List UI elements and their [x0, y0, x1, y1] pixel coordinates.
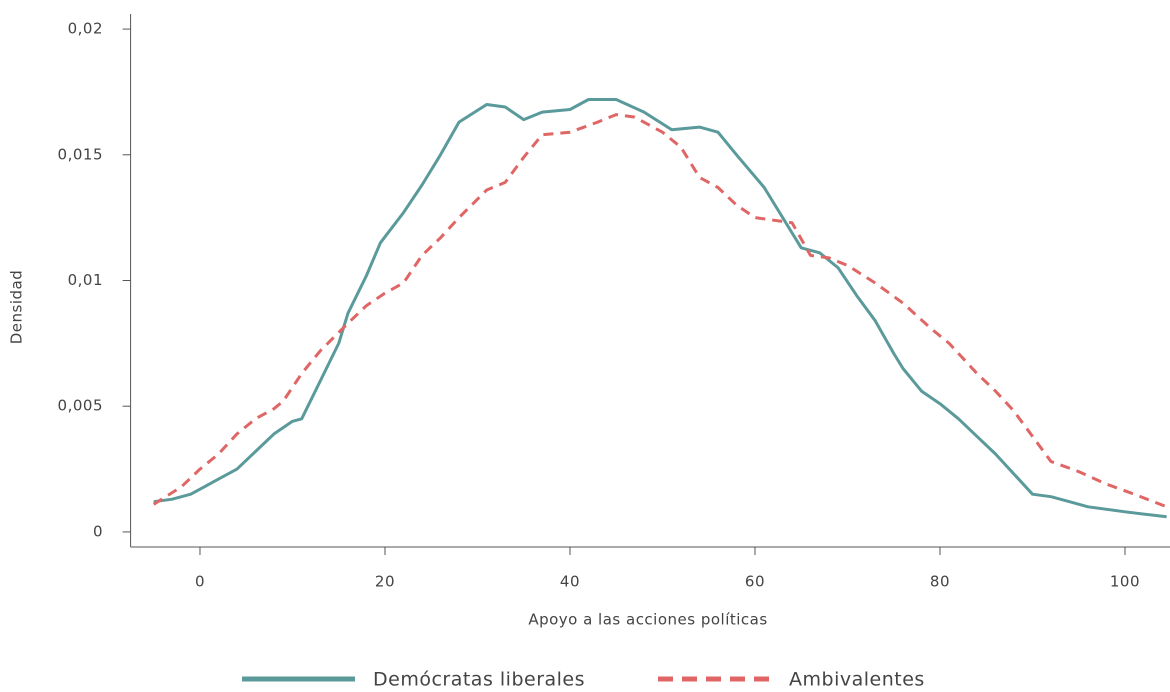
y-tick-label: 0	[93, 522, 103, 540]
x-tick-label: 40	[560, 573, 580, 591]
x-tick-label: 20	[375, 573, 395, 591]
data-line	[153, 98, 1167, 519]
y-tick-label: 0,02	[68, 20, 103, 38]
y-tick-label: 0,005	[58, 397, 103, 415]
x-axis-title: Apoyo a las acciones políticas	[528, 611, 767, 629]
legend-label: Ambivalentes	[789, 669, 925, 691]
data-line	[152, 113, 1168, 509]
x-tick-label: 60	[745, 573, 765, 591]
y-axis-title: Densidad	[8, 270, 26, 345]
y-tick-label: 0,015	[58, 145, 103, 163]
x-tick-label: 100	[1110, 573, 1140, 591]
y-tick-label: 0,01	[68, 271, 103, 289]
legend-label: Demócratas liberales	[373, 669, 585, 691]
x-tick-label: 80	[930, 573, 950, 591]
x-tick-label: 0	[195, 573, 205, 591]
